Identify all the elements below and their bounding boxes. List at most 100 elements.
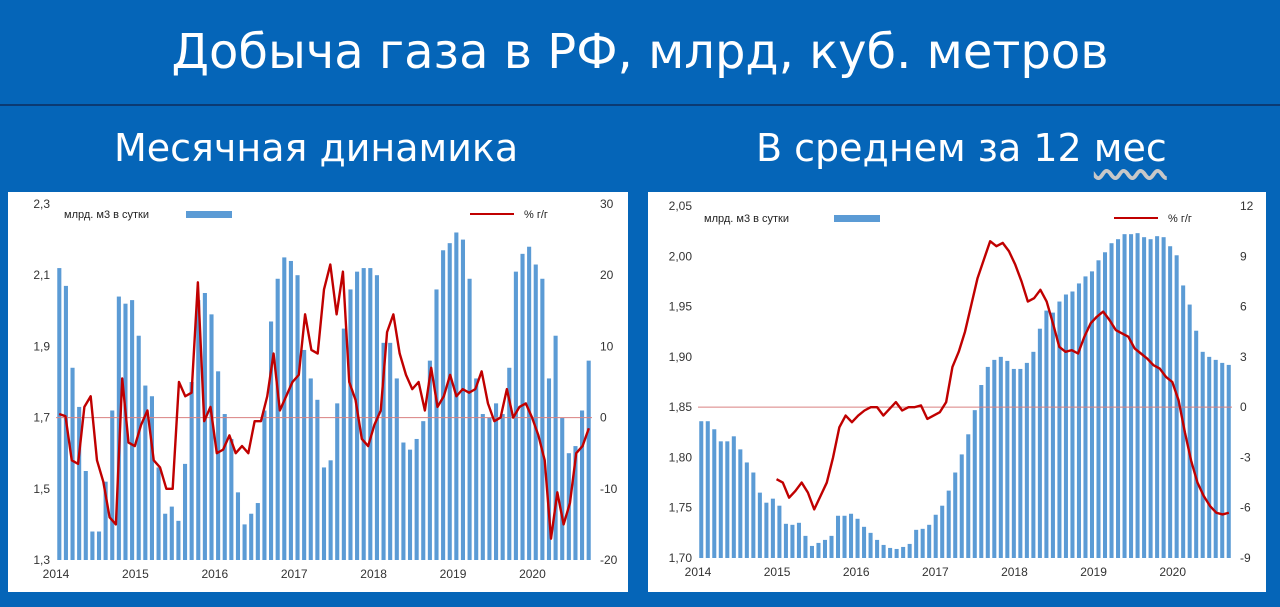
chart-average: 1,70 1,75 1,80 1,85 1,90 1,95 2,00 2,05 12 9 6 3 0 -3… bbox=[669, 199, 1254, 579]
bar bbox=[1102, 252, 1108, 558]
bar bbox=[520, 253, 525, 560]
bar bbox=[1057, 301, 1062, 558]
bar bbox=[110, 410, 115, 560]
bar bbox=[500, 414, 505, 560]
x-tick-label: 2016 bbox=[843, 565, 870, 579]
bar bbox=[972, 410, 977, 558]
bar bbox=[348, 289, 353, 560]
bar bbox=[1135, 233, 1140, 558]
x-tick-label: 2014 bbox=[43, 567, 70, 581]
bar bbox=[341, 328, 346, 560]
bar bbox=[275, 278, 280, 560]
legend-bars-swatch bbox=[834, 215, 880, 222]
y-left-tick-label: 1,75 bbox=[669, 501, 693, 515]
bar bbox=[757, 492, 762, 558]
bar bbox=[288, 260, 293, 560]
bar bbox=[143, 385, 148, 560]
y-left-tick-label: 2,3 bbox=[33, 197, 50, 211]
y-left-tick-label: 1,9 bbox=[33, 339, 50, 353]
bar bbox=[414, 438, 419, 560]
bar bbox=[966, 434, 971, 558]
bar bbox=[901, 546, 906, 558]
legend-line-label: % г/г bbox=[1168, 213, 1192, 225]
bar bbox=[136, 335, 141, 560]
bar bbox=[176, 520, 181, 560]
bar bbox=[1122, 234, 1127, 558]
bar bbox=[725, 441, 730, 558]
bar bbox=[315, 399, 320, 560]
bar bbox=[546, 378, 552, 560]
bar bbox=[308, 378, 313, 560]
x-tick-label: 2017 bbox=[922, 565, 949, 579]
bar bbox=[533, 264, 538, 560]
bar bbox=[381, 342, 386, 560]
bar bbox=[764, 502, 769, 558]
bar bbox=[255, 503, 260, 560]
y-left-tick-label: 1,95 bbox=[669, 300, 693, 314]
x-tick-label: 2020 bbox=[519, 567, 546, 581]
y-left-tick-label: 1,70 bbox=[669, 551, 693, 565]
bar bbox=[1070, 291, 1075, 558]
bar bbox=[816, 542, 821, 558]
bar bbox=[70, 367, 75, 560]
bar bbox=[441, 250, 446, 560]
bar bbox=[460, 239, 466, 560]
bar bbox=[123, 303, 128, 560]
bar bbox=[222, 414, 227, 560]
bar bbox=[1024, 362, 1029, 558]
y-left-tick-label: 2,05 bbox=[669, 199, 693, 213]
subtitle-average-text: В среднем за 12 bbox=[756, 126, 1094, 170]
bar bbox=[933, 514, 938, 558]
bar bbox=[1226, 364, 1231, 558]
bar bbox=[1096, 260, 1101, 558]
bar bbox=[855, 518, 860, 558]
bar bbox=[829, 535, 834, 558]
bar bbox=[182, 463, 188, 560]
bar bbox=[1200, 351, 1205, 558]
bar bbox=[875, 539, 880, 558]
bar bbox=[907, 543, 912, 558]
chart-monthly-panel: 1,3 1,5 1,7 1,9 2,1 2,3 30 20 10 0 -10 -20 2014 2015 2… bbox=[8, 192, 628, 592]
chart-monthly: 1,3 1,5 1,7 1,9 2,1 2,3 30 20 10 0 -10 -20 2014 2015 2… bbox=[33, 197, 617, 581]
bar bbox=[894, 548, 899, 558]
bar bbox=[927, 524, 932, 558]
subtitle-average-underlined: мес bbox=[1093, 126, 1167, 170]
yoy-line bbox=[775, 240, 1230, 516]
x-tick-label: 2017 bbox=[281, 567, 308, 581]
bar bbox=[149, 396, 154, 560]
y-left-tick-label: 1,3 bbox=[33, 553, 50, 567]
y-left-tick-label: 2,00 bbox=[669, 249, 693, 263]
bar bbox=[209, 314, 214, 560]
bar bbox=[1168, 246, 1173, 559]
bar bbox=[407, 449, 413, 560]
bar bbox=[388, 342, 393, 560]
bar bbox=[809, 545, 814, 558]
x-tick-label: 2015 bbox=[764, 565, 791, 579]
bar bbox=[242, 524, 247, 560]
y-right-tick-label: 10 bbox=[600, 339, 614, 353]
bar bbox=[959, 454, 964, 558]
y-right-tick-label: 0 bbox=[1240, 400, 1247, 414]
subtitle-average: В среднем за 12 мес bbox=[756, 126, 1167, 170]
x-tick-label: 2020 bbox=[1159, 565, 1186, 579]
y-left-tick-label: 1,80 bbox=[669, 450, 693, 464]
bar bbox=[914, 529, 919, 558]
bar bbox=[1011, 368, 1016, 558]
bar bbox=[163, 513, 168, 560]
y-right-tick-label: 0 bbox=[600, 411, 607, 425]
bar bbox=[777, 505, 782, 558]
bar bbox=[229, 438, 234, 560]
bar bbox=[262, 410, 267, 560]
bar bbox=[985, 366, 990, 558]
bar bbox=[1018, 368, 1023, 558]
chart-average-panel: 1,70 1,75 1,80 1,85 1,90 1,95 2,00 2,05 12 9 6 3 0 -3… bbox=[648, 192, 1266, 592]
x-tick-label: 2018 bbox=[1001, 565, 1028, 579]
y-right-tick-label: 30 bbox=[600, 197, 614, 211]
x-tick-label: 2019 bbox=[440, 567, 467, 581]
bar bbox=[507, 367, 512, 560]
bar bbox=[487, 417, 492, 560]
bar bbox=[842, 515, 847, 558]
bar bbox=[1037, 328, 1042, 558]
bar bbox=[979, 385, 984, 558]
bar bbox=[751, 472, 756, 558]
